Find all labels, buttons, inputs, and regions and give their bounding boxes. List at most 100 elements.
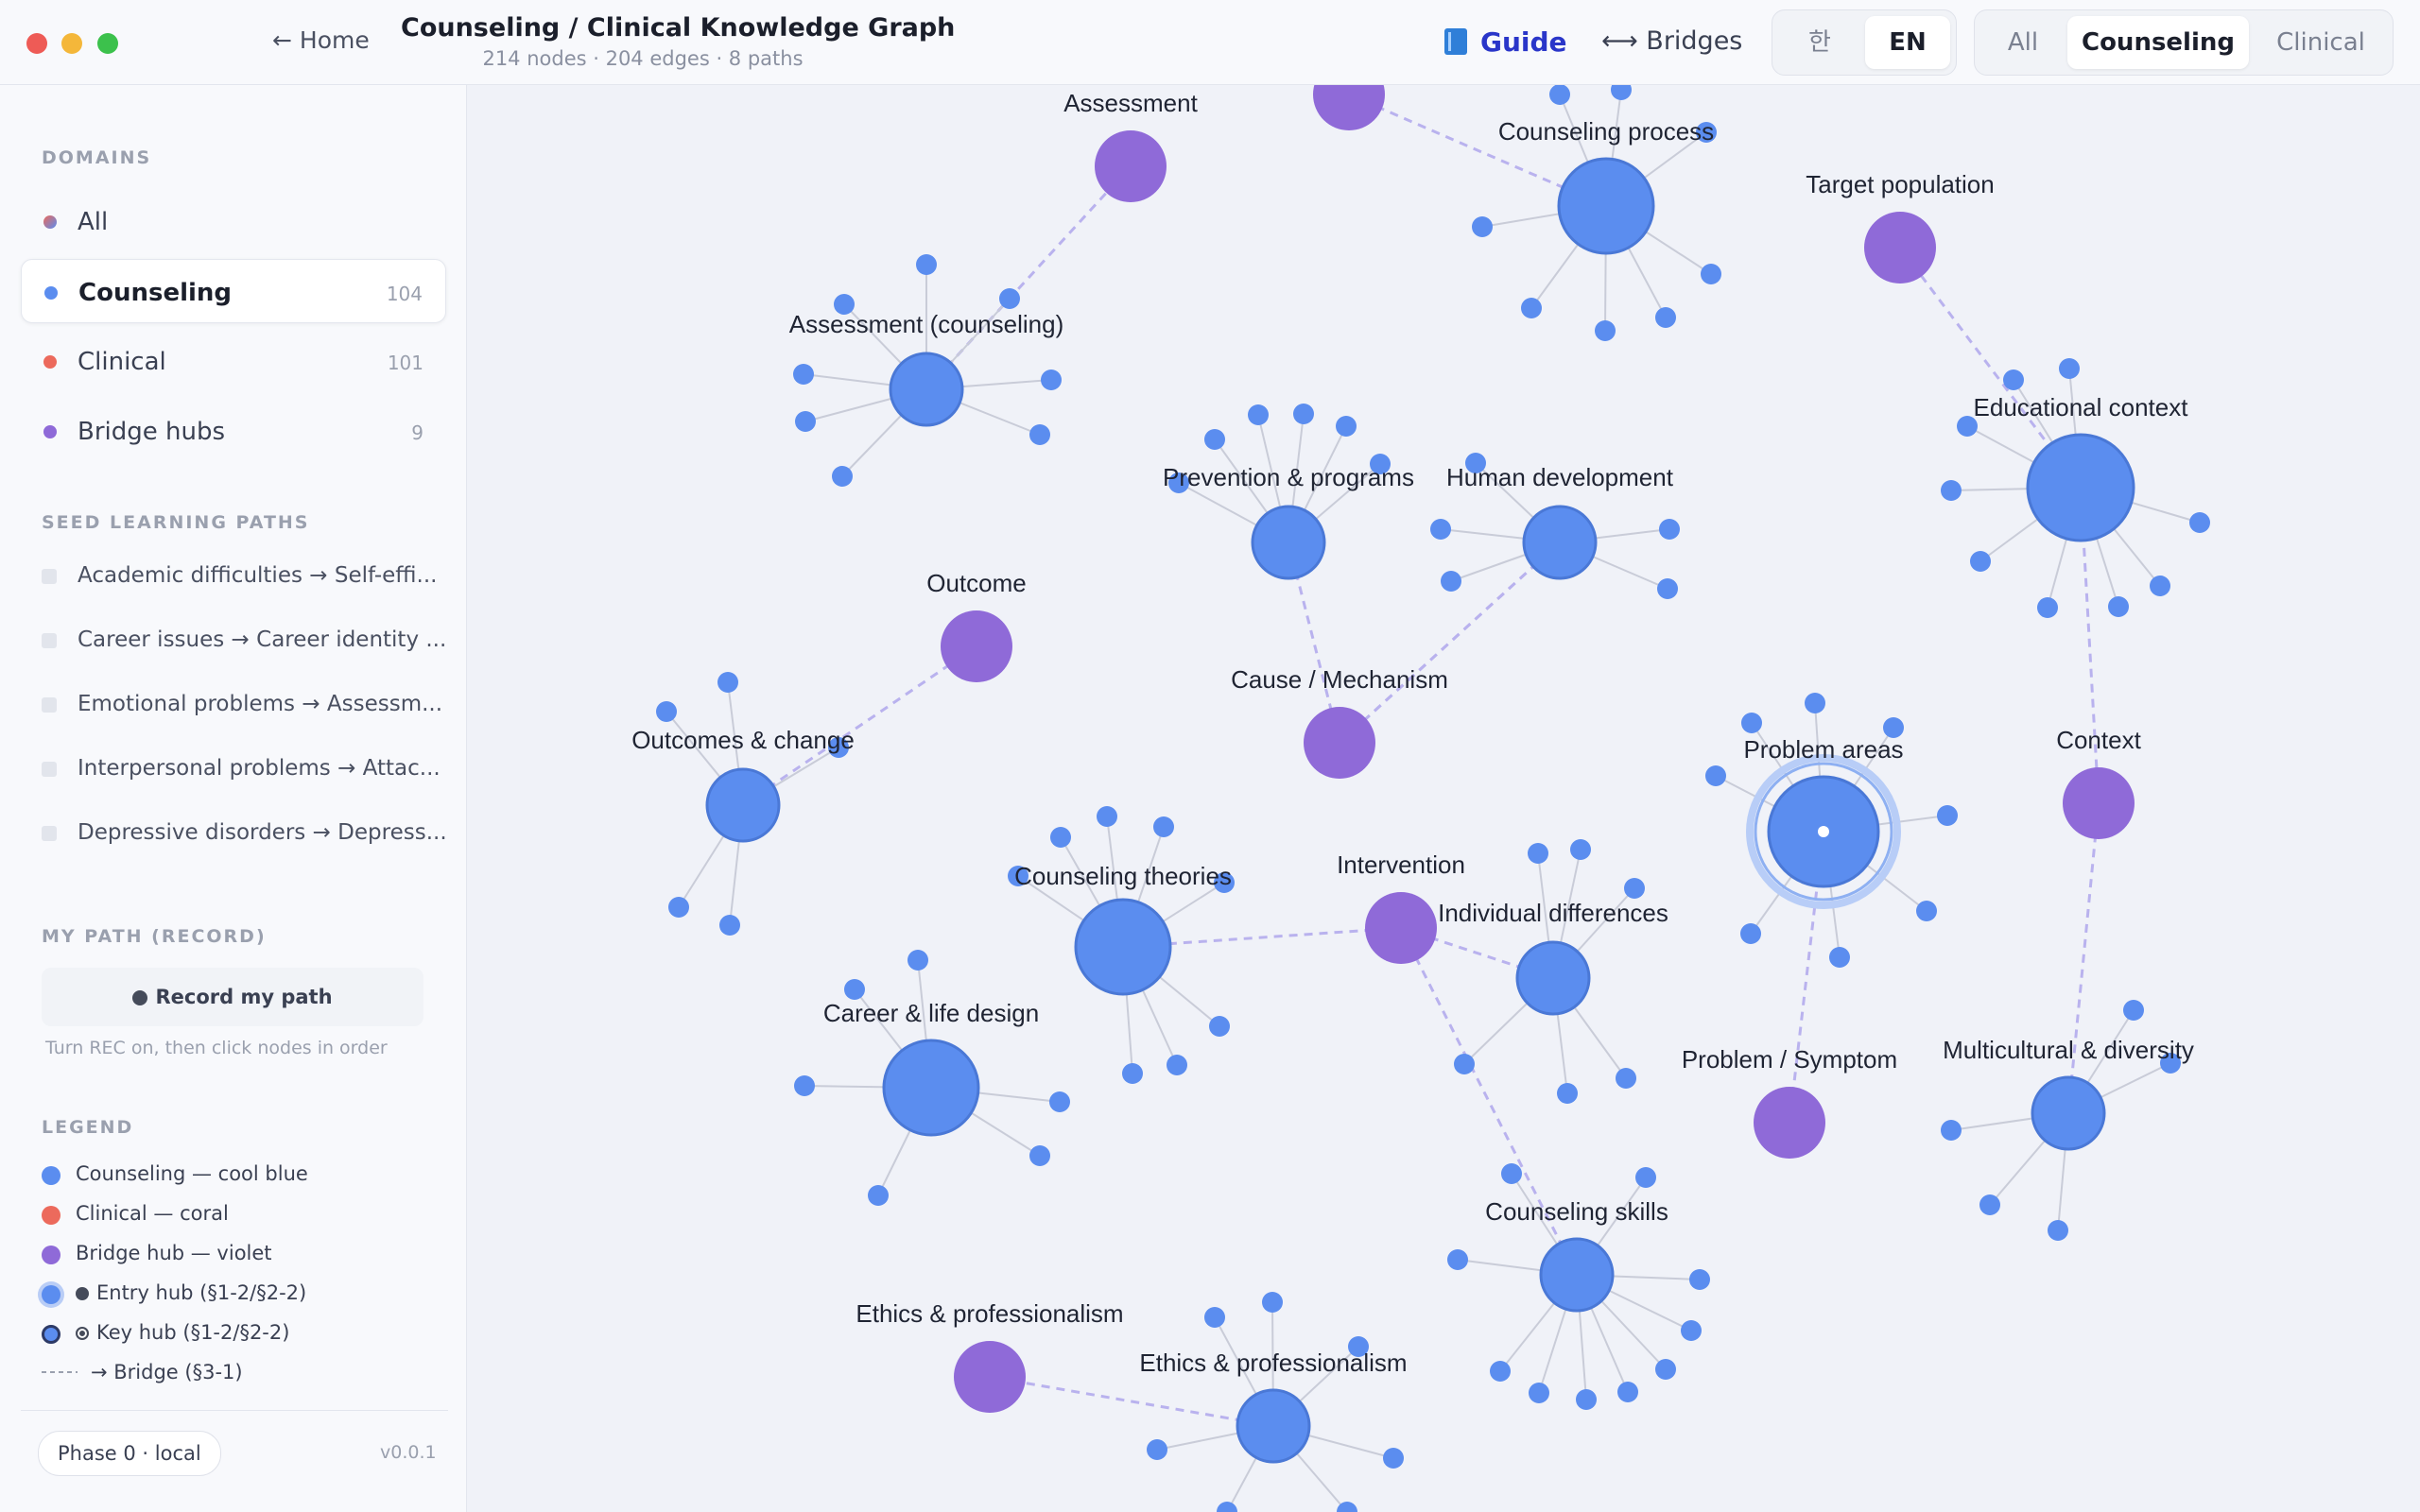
leaf-node[interactable] bbox=[1441, 571, 1461, 592]
domain-item-clinical[interactable]: Clinical 101 bbox=[21, 329, 446, 393]
leaf-node[interactable] bbox=[1472, 216, 1493, 237]
leaf-node[interactable] bbox=[1916, 901, 1937, 921]
leaf-node[interactable] bbox=[794, 1075, 815, 1096]
leaf-node[interactable] bbox=[916, 254, 937, 275]
leaf-node[interactable] bbox=[1617, 1382, 1638, 1402]
leaf-node[interactable] bbox=[2108, 596, 2129, 617]
leaf-node[interactable] bbox=[795, 411, 816, 432]
leaf-node[interactable] bbox=[2037, 597, 2058, 618]
leaf-node[interactable] bbox=[1214, 872, 1235, 893]
leaf-node[interactable] bbox=[719, 915, 740, 936]
leaf-node[interactable] bbox=[1168, 472, 1189, 493]
leaf-node[interactable] bbox=[1705, 765, 1726, 786]
leaf-node[interactable] bbox=[1217, 1502, 1237, 1512]
leaf-node[interactable] bbox=[844, 979, 865, 1000]
leaf-node[interactable] bbox=[2123, 1000, 2144, 1021]
leaf-node[interactable] bbox=[868, 1185, 889, 1206]
bridge-node[interactable] bbox=[1365, 892, 1437, 964]
lang-en-button[interactable]: EN bbox=[1865, 16, 1950, 69]
leaf-node[interactable] bbox=[2059, 358, 2080, 379]
leaf-node[interactable] bbox=[1616, 1068, 1636, 1089]
leaf-node[interactable] bbox=[1659, 519, 1680, 540]
leaf-node[interactable] bbox=[1262, 1292, 1283, 1313]
leaf-node[interactable] bbox=[1029, 424, 1050, 445]
leaf-node[interactable] bbox=[1557, 1083, 1578, 1104]
leaf-node[interactable] bbox=[2048, 1220, 2068, 1241]
hub-node[interactable] bbox=[882, 1039, 980, 1137]
leaf-node[interactable] bbox=[1465, 453, 1486, 473]
leaf-node[interactable] bbox=[834, 294, 855, 315]
bridge-node[interactable] bbox=[1313, 85, 1385, 130]
leaf-node[interactable] bbox=[1941, 1120, 1962, 1141]
bridge-node[interactable] bbox=[1754, 1087, 1825, 1159]
leaf-node[interactable] bbox=[1740, 923, 1761, 944]
leaf-node[interactable] bbox=[1293, 404, 1314, 424]
leaf-node[interactable] bbox=[2150, 576, 2170, 596]
leaf-node[interactable] bbox=[1521, 298, 1542, 318]
leaf-node[interactable] bbox=[1701, 264, 1721, 284]
leaf-node[interactable] bbox=[1829, 947, 1850, 968]
leaf-node[interactable] bbox=[1153, 816, 1174, 837]
path-item[interactable]: Depressive disorders → Depress... bbox=[42, 816, 447, 854]
leaf-node[interactable] bbox=[2189, 512, 2210, 533]
knowledge-graph[interactable]: Counseling process Assessment (counseling… bbox=[467, 85, 2420, 1512]
leaf-node[interactable] bbox=[1549, 85, 1570, 105]
leaf-node[interactable] bbox=[1336, 416, 1357, 437]
lang-ko-button[interactable]: 한 bbox=[1808, 28, 1831, 57]
leaf-node[interactable] bbox=[668, 897, 689, 918]
tab-clinical[interactable]: Clinical bbox=[2276, 28, 2365, 57]
graph-canvas[interactable]: Counseling process Assessment (counseling… bbox=[467, 85, 2420, 1512]
guide-button[interactable]: Guide bbox=[1444, 26, 1567, 58]
leaf-node[interactable] bbox=[1570, 839, 1591, 860]
leaf-node[interactable] bbox=[1097, 806, 1117, 827]
maximize-window-button[interactable] bbox=[97, 33, 118, 54]
leaf-node[interactable] bbox=[793, 364, 814, 385]
leaf-node[interactable] bbox=[1576, 1389, 1597, 1410]
leaf-node[interactable] bbox=[1528, 843, 1548, 864]
path-item[interactable]: Emotional problems → Assessm... bbox=[42, 688, 442, 726]
hub-node[interactable] bbox=[705, 767, 781, 843]
bridge-node[interactable] bbox=[1095, 130, 1167, 202]
close-window-button[interactable] bbox=[26, 33, 47, 54]
leaf-node[interactable] bbox=[1696, 122, 1717, 143]
tab-all[interactable]: All bbox=[2007, 28, 2039, 57]
leaf-node[interactable] bbox=[1167, 1055, 1187, 1075]
domain-item-bridge-hubs[interactable]: Bridge hubs 9 bbox=[21, 399, 446, 463]
leaf-node[interactable] bbox=[1337, 1502, 1357, 1512]
leaf-node[interactable] bbox=[1741, 713, 1762, 733]
leaf-node[interactable] bbox=[1447, 1249, 1468, 1270]
leaf-node[interactable] bbox=[1941, 480, 1962, 501]
leaf-node[interactable] bbox=[1970, 551, 1991, 572]
leaf-node[interactable] bbox=[1635, 1167, 1656, 1188]
leaf-node[interactable] bbox=[2160, 1053, 2181, 1074]
leaf-node[interactable] bbox=[1883, 717, 1904, 738]
bridge-node[interactable] bbox=[1864, 212, 1936, 284]
leaf-node[interactable] bbox=[1041, 369, 1062, 390]
hub-node[interactable] bbox=[1557, 157, 1655, 255]
leaf-node[interactable] bbox=[1370, 454, 1391, 474]
hub-node[interactable] bbox=[2031, 1075, 2106, 1151]
leaf-node[interactable] bbox=[1979, 1194, 2000, 1215]
hub-node[interactable] bbox=[1236, 1388, 1311, 1464]
leaf-node[interactable] bbox=[1209, 1016, 1230, 1037]
minimize-window-button[interactable] bbox=[61, 33, 82, 54]
leaf-node[interactable] bbox=[832, 466, 853, 487]
leaf-node[interactable] bbox=[1655, 307, 1676, 328]
leaf-node[interactable] bbox=[1454, 1054, 1475, 1074]
leaf-node[interactable] bbox=[2003, 369, 2024, 390]
leaf-node[interactable] bbox=[1937, 805, 1958, 826]
leaf-node[interactable] bbox=[1383, 1448, 1404, 1469]
domain-item-counseling[interactable]: Counseling 104 bbox=[21, 259, 446, 323]
leaf-node[interactable] bbox=[1655, 1359, 1676, 1380]
leaf-node[interactable] bbox=[1348, 1336, 1369, 1357]
leaf-node[interactable] bbox=[1248, 404, 1269, 425]
bridges-button[interactable]: ⟷ Bridges bbox=[1601, 26, 1743, 56]
hub-node[interactable] bbox=[2026, 433, 2135, 542]
leaf-node[interactable] bbox=[1681, 1320, 1702, 1341]
hub-node[interactable] bbox=[1522, 505, 1598, 580]
leaf-node[interactable] bbox=[1611, 85, 1632, 100]
leaf-node[interactable] bbox=[1008, 866, 1028, 886]
leaf-node[interactable] bbox=[908, 950, 928, 971]
leaf-node[interactable] bbox=[1624, 878, 1645, 899]
leaf-node[interactable] bbox=[828, 737, 849, 758]
